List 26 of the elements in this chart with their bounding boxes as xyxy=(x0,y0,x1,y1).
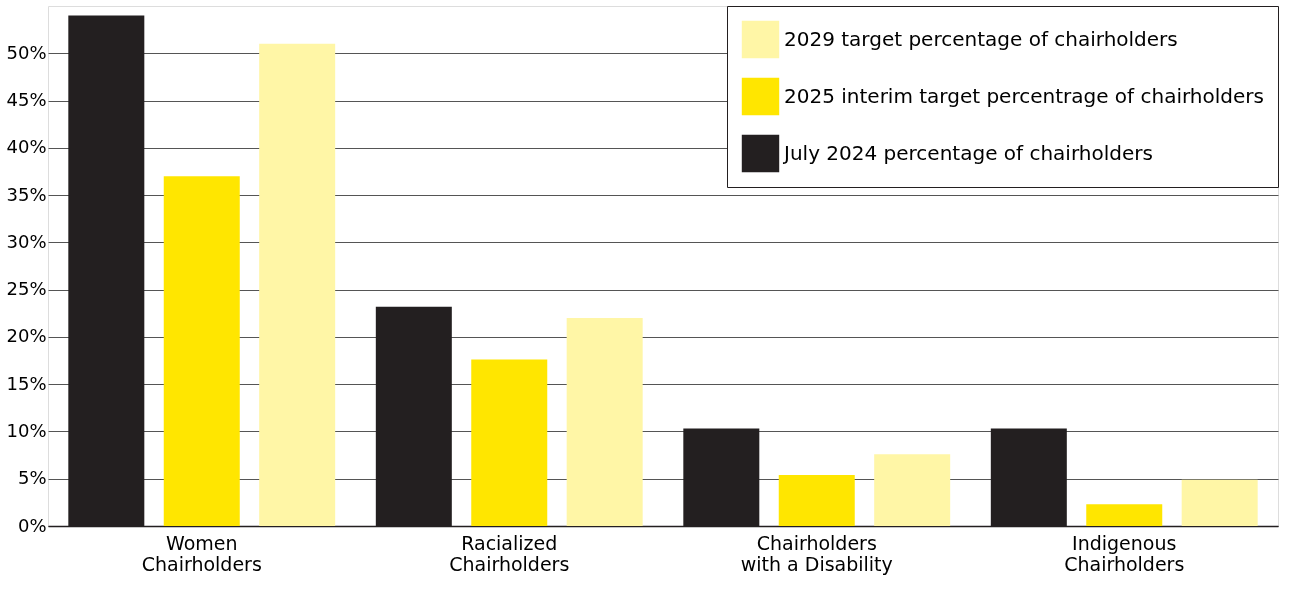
bar xyxy=(778,474,855,526)
legend-label: 2029 target percentage of chairholders xyxy=(784,26,1178,51)
y-tick-label: 35% xyxy=(6,183,47,205)
legend-label: 2025 interim target percentrage of chairholders xyxy=(784,83,1264,108)
y-tick-label: 15% xyxy=(6,372,47,394)
bar xyxy=(163,176,240,526)
bar xyxy=(1181,479,1258,526)
y-tick-label: 50% xyxy=(6,41,47,63)
bar xyxy=(1086,504,1163,526)
y-tick-label: 20% xyxy=(6,325,47,347)
bar xyxy=(259,43,336,526)
x-tick-label: Chairholders with a Disability xyxy=(740,531,893,575)
bar xyxy=(874,454,951,526)
y-tick-label: 10% xyxy=(6,419,47,441)
y-tick-label: 40% xyxy=(6,136,47,158)
y-tick-label: 25% xyxy=(6,278,47,300)
y-tick-label: 30% xyxy=(6,230,47,252)
x-tick-label: Women Chairholders xyxy=(141,531,262,575)
bar xyxy=(471,359,548,526)
y-tick-label: 0% xyxy=(17,514,47,536)
x-tick-label: Racialized Chairholders xyxy=(449,531,570,575)
x-tick-label: Indigenous Chairholders xyxy=(1064,531,1185,575)
bar xyxy=(566,318,643,526)
y-tick-label: 45% xyxy=(6,89,47,111)
legend-label: July 2024 percentage of chairholders xyxy=(782,140,1153,165)
y-tick-label: 5% xyxy=(17,467,47,489)
